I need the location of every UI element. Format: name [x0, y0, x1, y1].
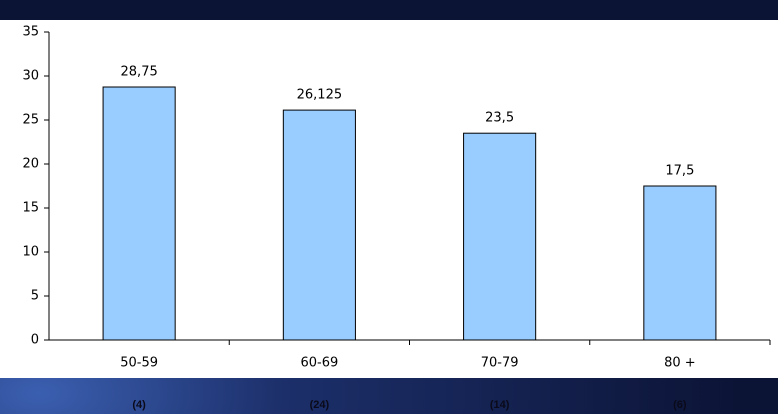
y-tick-label: 20 [22, 157, 39, 172]
value-label: 23,5 [485, 111, 514, 126]
bar [282, 109, 356, 341]
sub-label: (24) [310, 399, 330, 411]
value-label: 26,125 [297, 88, 343, 103]
x-tick-label: 70-79 [481, 356, 519, 371]
x-tick-label: 60-69 [300, 356, 338, 371]
y-tick-label: 25 [22, 113, 39, 128]
y-tick-label: 15 [22, 201, 39, 216]
y-tick-label: 35 [22, 25, 39, 40]
y-tick-label: 0 [31, 333, 39, 348]
bar [463, 132, 537, 341]
x-tick-label: 80 + [664, 356, 696, 371]
value-label: 17,5 [665, 164, 694, 179]
y-tick-label: 5 [31, 289, 39, 304]
sub-label: (6) [673, 399, 687, 411]
y-tick-label: 10 [22, 245, 39, 260]
sub-label: (14) [490, 399, 510, 411]
x-tick-label: 50-59 [120, 356, 158, 371]
y-tick-label: 30 [22, 69, 39, 84]
bar [102, 86, 176, 341]
sub-label: (4) [132, 399, 146, 411]
bar [643, 185, 717, 341]
value-label: 28,75 [121, 65, 158, 80]
